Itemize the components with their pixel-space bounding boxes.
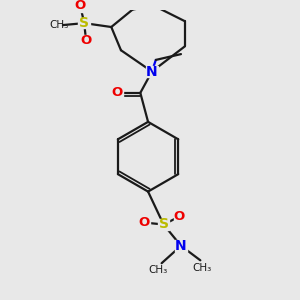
Bar <box>175 240 187 252</box>
Text: O: O <box>75 0 86 12</box>
Text: CH₃: CH₃ <box>50 20 69 30</box>
Bar <box>146 66 158 77</box>
Text: O: O <box>139 216 150 229</box>
Bar <box>174 212 184 222</box>
Bar <box>78 18 90 28</box>
Text: CH₃: CH₃ <box>148 265 167 275</box>
Text: O: O <box>80 34 92 47</box>
Text: S: S <box>159 218 169 232</box>
Bar <box>111 87 123 99</box>
Text: CH₃: CH₃ <box>193 263 212 273</box>
Bar <box>74 0 86 11</box>
Bar <box>158 219 170 230</box>
Bar <box>80 35 92 46</box>
Text: O: O <box>112 86 123 99</box>
Text: S: S <box>79 16 89 30</box>
Text: N: N <box>146 64 158 79</box>
Text: O: O <box>173 210 185 223</box>
Text: N: N <box>175 239 187 253</box>
Bar <box>139 217 149 228</box>
